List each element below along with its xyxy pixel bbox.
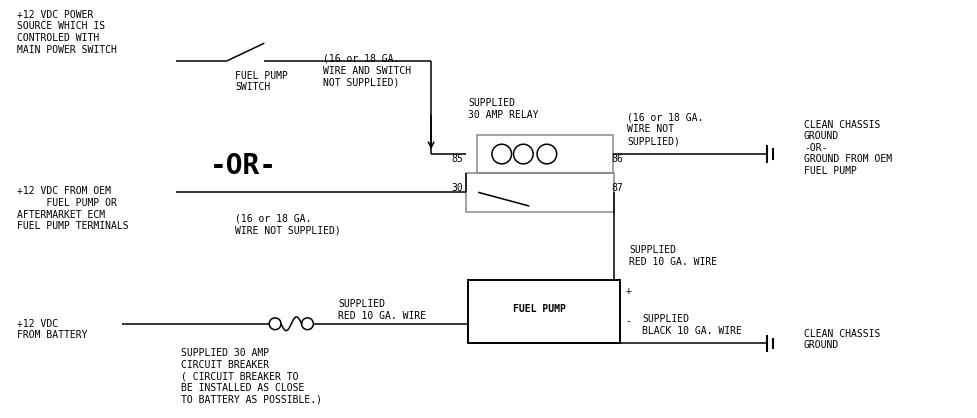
Text: 85: 85 bbox=[451, 154, 463, 164]
Text: +12 VDC
FROM BATTERY: +12 VDC FROM BATTERY bbox=[17, 319, 88, 341]
Text: 87: 87 bbox=[612, 184, 623, 194]
Text: +12 VDC POWER
SOURCE WHICH IS
CONTROLED WITH
MAIN POWER SWITCH: +12 VDC POWER SOURCE WHICH IS CONTROLED … bbox=[17, 10, 117, 55]
Text: SUPPLIED
RED 10 GA. WIRE: SUPPLIED RED 10 GA. WIRE bbox=[629, 245, 717, 267]
Text: SUPPLIED 30 AMP
CIRCUIT BREAKER
( CIRCUIT BREAKER TO
BE INSTALLED AS CLOSE
TO BA: SUPPLIED 30 AMP CIRCUIT BREAKER ( CIRCUI… bbox=[181, 348, 321, 405]
Text: 30: 30 bbox=[451, 184, 463, 194]
Text: (16 or 18 GA.
WIRE NOT
SUPPLIED): (16 or 18 GA. WIRE NOT SUPPLIED) bbox=[627, 113, 703, 146]
Text: SUPPLIED
BLACK 10 GA. WIRE: SUPPLIED BLACK 10 GA. WIRE bbox=[642, 314, 742, 336]
Text: CLEAN CHASSIS
GROUND: CLEAN CHASSIS GROUND bbox=[804, 329, 880, 350]
Text: (16 or 18 GA.
WIRE AND SWITCH
NOT SUPPLIED): (16 or 18 GA. WIRE AND SWITCH NOT SUPPLI… bbox=[323, 54, 411, 87]
Bar bbox=[468, 280, 620, 344]
Text: +12 VDC FROM OEM
     FUEL PUMP OR
AFTERMARKET ECM
FUEL PUMP TERMINALS: +12 VDC FROM OEM FUEL PUMP OR AFTERMARKE… bbox=[17, 186, 129, 231]
Text: 86: 86 bbox=[612, 154, 623, 164]
Text: CLEAN CHASSIS
GROUND
-OR-
GROUND FROM OEM
FUEL PUMP: CLEAN CHASSIS GROUND -OR- GROUND FROM OE… bbox=[804, 120, 892, 176]
Text: +: + bbox=[625, 286, 631, 296]
Text: -OR-: -OR- bbox=[210, 152, 277, 180]
Bar bbox=[477, 135, 613, 173]
Text: SUPPLIED
RED 10 GA. WIRE: SUPPLIED RED 10 GA. WIRE bbox=[338, 299, 426, 321]
Text: SUPPLIED
30 AMP RELAY: SUPPLIED 30 AMP RELAY bbox=[468, 98, 539, 120]
Bar bbox=[466, 173, 614, 212]
Text: FUEL PUMP: FUEL PUMP bbox=[513, 304, 566, 314]
Text: -: - bbox=[625, 316, 631, 326]
Text: (16 or 18 GA.
WIRE NOT SUPPLIED): (16 or 18 GA. WIRE NOT SUPPLIED) bbox=[234, 214, 341, 235]
Text: FUEL PUMP
SWITCH: FUEL PUMP SWITCH bbox=[234, 71, 288, 92]
